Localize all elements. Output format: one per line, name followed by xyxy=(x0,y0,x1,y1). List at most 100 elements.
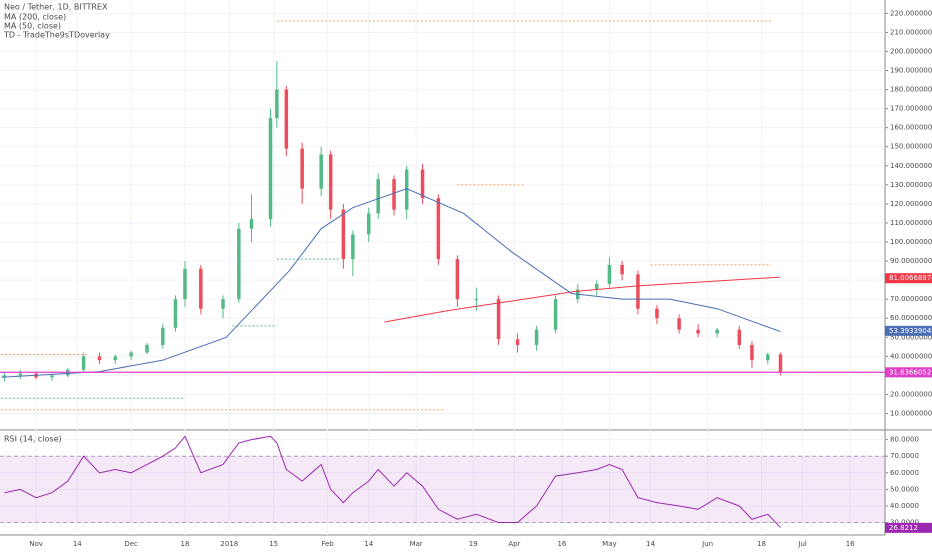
candle-body xyxy=(341,209,346,260)
candle-body xyxy=(750,344,754,361)
y-tick-label: 80.0000 xyxy=(890,436,919,444)
axes: Nov 14 Dec 18 2018 15 Feb 14 Mar 19 Apr 16 May 14 Jun 1… xyxy=(29,9,932,548)
candle-body xyxy=(553,299,558,330)
y-tick-label: 120.00000000 xyxy=(890,200,932,208)
x-tick-label: 16 xyxy=(846,540,855,548)
candle-body xyxy=(81,356,86,370)
y-tick-label: 110.00000000 xyxy=(890,219,932,227)
x-tick-label: May xyxy=(602,540,616,548)
y-tick-label: 210.00000000 xyxy=(890,28,932,36)
price-label-box xyxy=(885,367,932,378)
candle-body xyxy=(284,89,289,149)
candle-body xyxy=(275,89,279,119)
candle-body xyxy=(319,154,323,189)
x-tick-label: 2018 xyxy=(220,540,238,548)
candle-body xyxy=(677,318,681,330)
price-label: 31.63660521 xyxy=(889,368,932,376)
candle-body xyxy=(18,373,23,376)
rsi-value-label: 26.8212 xyxy=(889,524,918,532)
y-tick-label: 160.00000000 xyxy=(890,124,932,132)
rsi-value-box xyxy=(885,522,932,533)
x-tick-label: 19 xyxy=(469,540,478,548)
candle-body xyxy=(173,299,178,328)
candle-body xyxy=(655,308,659,319)
y-tick-label: 220.00000000 xyxy=(890,9,932,17)
candle-body xyxy=(420,169,425,199)
candle-body xyxy=(515,339,520,345)
candle-body xyxy=(351,234,355,260)
x-tick-label: 14 xyxy=(646,540,655,548)
y-tick-label: 140.00000000 xyxy=(890,162,932,170)
candle-body xyxy=(328,154,333,210)
candle-body xyxy=(300,148,304,189)
candle-body xyxy=(366,213,371,235)
y-tick-label: 150.00000000 xyxy=(890,143,932,151)
x-tick-label: Apr xyxy=(508,540,520,548)
candle-body xyxy=(113,356,118,361)
candle-body xyxy=(249,219,254,229)
price-label: 81.00668874 xyxy=(889,274,932,282)
rsi-band xyxy=(0,456,885,523)
candle-body xyxy=(183,268,187,300)
y-tick-label: 200.00000000 xyxy=(890,47,932,55)
y-tick-label: 40.0000 xyxy=(890,502,919,510)
candle-body xyxy=(161,327,165,345)
y-tick-label: 50.0000 xyxy=(890,485,919,493)
indicator-label: MA (200, close) xyxy=(4,13,66,22)
rsi-title: RSI (14, close) xyxy=(4,435,62,444)
chart-title: Neo / Tether, 1D, BITTREX xyxy=(4,3,108,12)
price-label-box xyxy=(885,273,932,284)
candle-body xyxy=(237,228,241,300)
y-tick-label: 50.00000000 xyxy=(890,333,932,341)
candle-body xyxy=(766,354,770,361)
candle-body xyxy=(636,274,640,309)
candle-body xyxy=(199,268,203,309)
x-tick-label: Mar xyxy=(410,540,423,548)
candle-body xyxy=(474,299,479,301)
price-label: 53.39339049 xyxy=(889,327,932,335)
candle-body xyxy=(696,329,700,334)
candle-body xyxy=(145,344,149,353)
y-tick-label: 20.00000000 xyxy=(890,390,932,398)
y-tick-label: 100.00000000 xyxy=(890,238,932,246)
x-tick-label: Jul xyxy=(797,540,807,548)
candle-body xyxy=(129,352,133,357)
y-tick-label: 190.00000000 xyxy=(890,67,932,75)
candle-body xyxy=(392,179,396,210)
x-tick-label: 18 xyxy=(757,540,766,548)
ma-line xyxy=(1,188,781,378)
candle-body xyxy=(778,354,783,372)
candle-body xyxy=(737,329,742,345)
candle-body xyxy=(620,264,624,275)
x-tick-label: Dec xyxy=(124,540,138,548)
indicator-label: MA (50, close) xyxy=(4,22,61,31)
y-tick-label: 40.00000000 xyxy=(890,352,932,360)
x-tick-label: Feb xyxy=(321,540,334,548)
y-tick-label: 70.00000000 xyxy=(890,295,932,303)
candle-body xyxy=(2,375,7,378)
y-tick-label: 130.00000000 xyxy=(890,181,932,189)
candle-body xyxy=(221,299,225,309)
candle-body xyxy=(715,329,719,334)
x-tick-label: 14 xyxy=(73,540,82,548)
y-tick-label: 180.00000000 xyxy=(890,86,932,94)
x-tick-label: 16 xyxy=(557,540,566,548)
candle-body xyxy=(404,169,409,210)
y-tick-label: 70.0000 xyxy=(890,452,919,460)
candle-body xyxy=(97,356,102,361)
candle-body xyxy=(595,283,599,290)
candle-body xyxy=(607,264,612,284)
candle-body xyxy=(436,198,441,260)
x-tick-label: 15 xyxy=(269,540,278,548)
x-tick-label: 14 xyxy=(364,540,373,548)
y-tick-label: 60.00000000 xyxy=(890,314,932,322)
candle-body xyxy=(376,179,380,214)
plot xyxy=(0,20,885,528)
candle-body xyxy=(534,329,539,345)
x-tick-label: Nov xyxy=(29,540,43,548)
y-tick-label: 170.00000000 xyxy=(890,105,932,113)
ma-line xyxy=(384,276,781,323)
y-tick-label: 60.0000 xyxy=(890,469,919,477)
